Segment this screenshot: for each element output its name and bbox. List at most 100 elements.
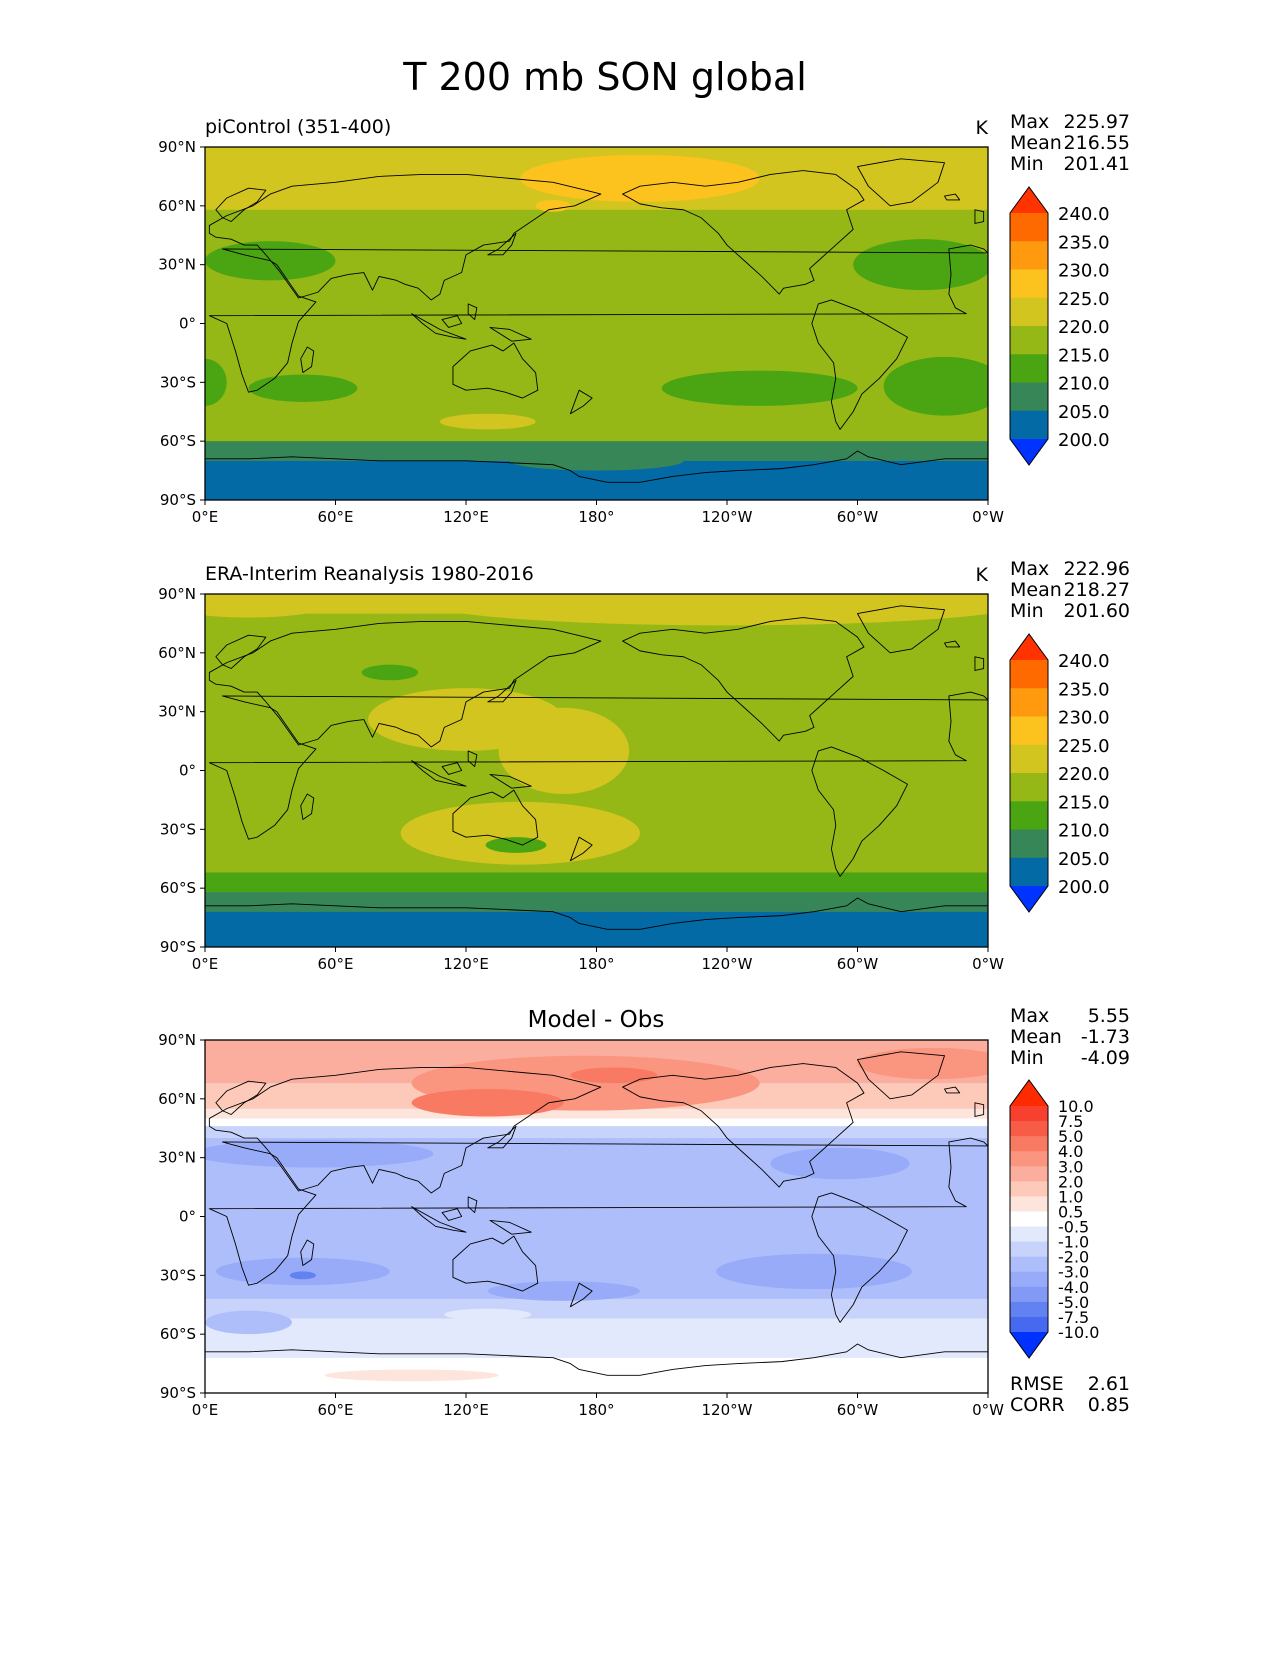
field-region [205, 1140, 434, 1168]
colorbar-segment [1010, 857, 1048, 887]
lon-tick-label: 60°E [317, 1401, 353, 1419]
field-region [205, 358, 227, 406]
colorbar-level-label: 3.0 [1058, 1157, 1083, 1176]
lon-tick-label: 0°E [192, 1401, 219, 1419]
field-region [289, 1271, 316, 1280]
colorbar-level-label: 4.0 [1058, 1142, 1083, 1161]
lon-tick-label: 120°E [443, 508, 489, 526]
stat-value: 5.55 [1088, 1005, 1130, 1027]
stat-label: Max [1010, 111, 1049, 133]
panel-obs-stats: Max 222.96 Mean 218.27 Min 201.60 [1010, 558, 1130, 622]
lon-tick-label: 60°W [837, 508, 879, 526]
field-band [205, 911, 988, 947]
colorbar-segment [1010, 326, 1048, 355]
colorbar-level-label: -1.0 [1058, 1233, 1089, 1252]
field-region [205, 594, 336, 618]
colorbar-level-label: -10.0 [1058, 1323, 1099, 1342]
lat-tick-label: 90°S [160, 1384, 196, 1402]
colorbar-level-label: -2.0 [1058, 1248, 1089, 1267]
field-region [215, 1257, 390, 1286]
colorbar-level-label: 215.0 [1058, 792, 1110, 813]
corr-label: CORR [1010, 1394, 1065, 1416]
field-region [361, 664, 419, 681]
field-region [857, 1047, 988, 1080]
panel-model-map: 0°E 60°E 120°E 180° 120°W 60°W 0°W 90°N 60°N 30°N… [158, 138, 1004, 526]
field-region [487, 1281, 640, 1301]
panel-diff-stats: Max 5.55 Mean -1.73 Min -4.09 [1010, 1005, 1130, 1069]
field-region [485, 837, 547, 853]
field-band [205, 1108, 988, 1119]
panel-model-title: piControl (351-400) [205, 116, 391, 138]
colorbar-extend-max [1010, 1080, 1048, 1106]
map-field [205, 594, 988, 947]
stat-label: Max [1010, 1005, 1049, 1027]
colorbar-segment [1010, 1301, 1048, 1318]
colorbar-segment [1010, 801, 1048, 831]
field-region [422, 594, 988, 626]
colorbar-level-label: 230.0 [1058, 708, 1110, 729]
colorbar-segment [1010, 269, 1048, 299]
colorbar-segment [1010, 1211, 1048, 1228]
colorbar-segment [1010, 241, 1048, 271]
stat-label: Mean [1010, 1026, 1062, 1048]
panel-obs-title: ERA-Interim Reanalysis 1980-2016 [205, 563, 534, 585]
colorbar-level-label: 240.0 [1058, 204, 1110, 225]
panel-diff-map: 0°E 60°E 120°E 180° 120°W 60°W 0°W 90°N 60°N 30°N… [158, 1031, 1004, 1419]
lon-tick-label: 0°W [972, 1401, 1004, 1419]
colorbar-level-label: 220.0 [1058, 764, 1110, 785]
panel-model-colorbar: 240.0 235.0 230.0 225.0 220.0 215.0 210.0 205.0… [1009, 186, 1110, 466]
field-region [248, 374, 358, 402]
lon-tick-label: 180° [578, 1401, 614, 1419]
colorbar-segment [1010, 1166, 1048, 1182]
stat-label: Min [1010, 1047, 1044, 1069]
colorbar-segment [1010, 1106, 1048, 1122]
field-region [444, 1308, 532, 1321]
field-region [509, 450, 684, 471]
lat-tick-label: 30°S [160, 1266, 196, 1284]
field-band [205, 1357, 988, 1393]
colorbar-segment [1010, 1226, 1048, 1243]
lat-tick-label: 30°N [158, 703, 196, 721]
lon-tick-label: 60°W [837, 1401, 879, 1419]
panel-diff-title: Model - Obs [528, 1007, 665, 1033]
field-band [205, 1298, 988, 1319]
panel-obs-units: K [976, 564, 989, 586]
colorbar-level-label: 205.0 [1058, 849, 1110, 870]
colorbar-segment [1010, 660, 1048, 689]
stat-value: 218.27 [1064, 579, 1130, 601]
stat-label: Mean [1010, 132, 1062, 154]
field-band [205, 892, 988, 912]
colorbar-outline [1009, 186, 1049, 466]
colorbar-segment [1010, 1136, 1048, 1152]
colorbar-level-label: 235.0 [1058, 679, 1110, 700]
colorbar-level-label: 2.0 [1058, 1172, 1083, 1191]
colorbar-segment [1010, 1271, 1048, 1288]
colorbar-level-label: 240.0 [1058, 651, 1110, 672]
colorbar-level-label: -5.0 [1058, 1293, 1089, 1312]
panel-model-stats: Max 225.97 Mean 216.55 Min 201.41 [1010, 111, 1130, 175]
colorbar-segment [1010, 1121, 1048, 1137]
field-region [716, 1253, 912, 1290]
field-band [205, 1318, 988, 1358]
lon-tick-label: 0°E [192, 508, 219, 526]
map-field [205, 1040, 988, 1393]
field-region [439, 413, 536, 430]
colorbar-segment [1010, 213, 1048, 242]
colorbar-level-label: 5.0 [1058, 1127, 1083, 1146]
lat-tick-label: 60°S [160, 879, 196, 897]
colorbar-segment [1010, 354, 1048, 384]
stat-value: 201.41 [1064, 153, 1130, 175]
lon-tick-label: 0°W [972, 508, 1004, 526]
lon-tick-label: 0°E [192, 955, 219, 973]
panel-obs-colorbar: 240.0 235.0 230.0 225.0 220.0 215.0 210.0 205.0… [1009, 633, 1110, 913]
stat-value: -4.09 [1081, 1047, 1130, 1069]
colorbar-segment [1010, 1286, 1048, 1303]
field-band [205, 421, 988, 442]
stat-value: 201.60 [1064, 600, 1130, 622]
colorbar-segment [1010, 382, 1048, 412]
colorbar-level-label: 200.0 [1058, 877, 1110, 898]
lat-tick-label: 0° [179, 1208, 196, 1226]
colorbar-segment [1010, 1316, 1048, 1333]
colorbar-segment [1010, 829, 1048, 859]
